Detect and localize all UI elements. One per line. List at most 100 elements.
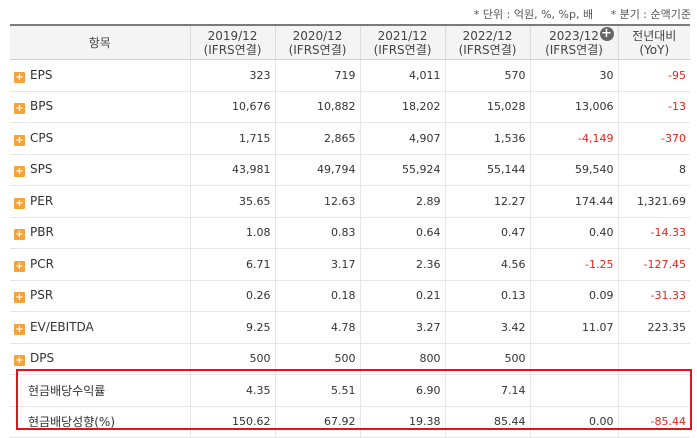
row-label-text: EV/EBITDA (30, 319, 94, 334)
table-cell: 223.35 (617, 311, 690, 344)
row-label[interactable]: + DPS (10, 343, 190, 375)
table-row: + PER 35.65 12.63 2.89 12.27 174.44 1,321.69 (10, 185, 690, 218)
row-label-text: DPS (30, 351, 55, 366)
row-label[interactable]: + PBR (10, 217, 190, 249)
table-cell: 500 (189, 343, 275, 375)
row-label-text: 현금배당성향(%) (28, 415, 116, 430)
table-cell: 49,794 (274, 154, 360, 186)
header-col-yoy: 전년대비 (YoY) (617, 25, 690, 60)
table-cell: 1,536 (444, 122, 530, 155)
table-cell: 0.26 (189, 280, 275, 312)
expand-plus-icon[interactable]: + (14, 229, 25, 241)
expand-plus-icon[interactable]: + (14, 292, 25, 304)
table-cell: 500 (274, 343, 360, 375)
table-cell: 2.89 (359, 185, 445, 218)
unit-note-unit: * 단위 : 억원, %, %p, 배 (473, 8, 594, 21)
row-label[interactable]: + EPS (10, 59, 190, 92)
table-cell: 5.51 (274, 374, 360, 407)
table-cell: 67.92 (274, 406, 360, 438)
table-cell: 12.27 (444, 185, 530, 218)
table-cell: 0.18 (274, 280, 360, 312)
table-cell: 174.44 (529, 185, 618, 218)
table-cell: 4.56 (444, 248, 530, 281)
table-cell: 43,981 (189, 154, 275, 186)
table-cell: 30 (529, 59, 618, 92)
expand-plus-icon[interactable]: + (14, 134, 25, 146)
table-cell: 800 (359, 343, 445, 375)
table-cell: 8 (617, 154, 690, 186)
table-cell: 15,028 (444, 91, 530, 123)
table-cell: 6.90 (359, 374, 445, 407)
table-row: + SPS 43,981 49,794 55,924 55,144 59,540 8 (10, 154, 690, 186)
table-cell: -127.45 (617, 248, 690, 281)
table-cell: 0.21 (359, 280, 445, 312)
table-cell: 0.83 (274, 217, 360, 249)
row-label[interactable]: + BPS (10, 91, 190, 123)
row-label-text: PER (30, 193, 54, 208)
row-label-text: PCR (30, 256, 54, 271)
table-cell: -1.25 (529, 248, 618, 281)
expand-plus-icon[interactable]: + (14, 103, 25, 115)
table-cell: 9.25 (189, 311, 275, 344)
table-cell: 11.07 (529, 311, 618, 344)
table-cell: 7.14 (444, 374, 530, 407)
table-cell: 150.62 (189, 406, 275, 438)
row-label[interactable]: + CPS (10, 122, 190, 155)
table-cell: 2.36 (359, 248, 445, 281)
unit-note: * 단위 : 억원, %, %p, 배 * 분기 : 순액기준 (460, 6, 691, 22)
table-cell: -13 (617, 91, 690, 123)
header-col-2020: 2020/12 (IFRS연결) (274, 25, 360, 60)
row-label[interactable]: + PCR (10, 248, 190, 281)
table-row: + EV/EBITDA 9.25 4.78 3.27 3.42 11.07 223.35 (10, 311, 690, 344)
financial-ratio-table: 항목 2019/12 (IFRS연결) 2020/12 (IFRS연결) 2021/… (10, 24, 690, 438)
table-cell: 4.78 (274, 311, 360, 344)
table-cell: 6.71 (189, 248, 275, 281)
expand-plus-icon[interactable]: + (14, 71, 25, 83)
expand-plus-icon[interactable]: + (14, 166, 25, 178)
row-label[interactable]: + PSR (10, 280, 190, 312)
table-cell: -14.33 (617, 217, 690, 249)
table-cell: 0.09 (529, 280, 618, 312)
row-label-text: 현금배당수익률 (28, 383, 106, 398)
expand-plus-icon[interactable]: + (14, 197, 25, 209)
table-row: + DPS 500 500 800 500 (10, 343, 690, 375)
header-item: 항목 (10, 25, 190, 60)
table-cell: -85.44 (617, 406, 690, 438)
table-cell (529, 343, 618, 375)
table-cell: 4,907 (359, 122, 445, 155)
table-cell: 4,011 (359, 59, 445, 92)
table-cell (617, 343, 690, 375)
unit-note-period: * 분기 : 순액기준 (610, 8, 691, 21)
table-cell: 719 (274, 59, 360, 92)
table-cell: 323 (189, 59, 275, 92)
table-cell: 18,202 (359, 91, 445, 123)
add-column-icon[interactable]: + (599, 25, 614, 41)
row-label: 현금배당수익률 (10, 374, 190, 407)
table-cell (617, 374, 690, 407)
table-cell: 55,924 (359, 154, 445, 186)
table-cell (529, 374, 618, 407)
table-cell: 10,676 (189, 91, 275, 123)
table-cell: 0.64 (359, 217, 445, 249)
table-cell: 35.65 (189, 185, 275, 218)
table-cell: 0.47 (444, 217, 530, 249)
table-cell: 10,882 (274, 91, 360, 123)
row-label[interactable]: + SPS (10, 154, 190, 186)
table-row: + BPS 10,676 10,882 18,202 15,028 13,006 -13 (10, 91, 690, 123)
table-cell: 1,321.69 (617, 185, 690, 218)
row-label[interactable]: + PER (10, 185, 190, 218)
row-label: 현금배당성향(%) (10, 406, 190, 438)
row-label[interactable]: + EV/EBITDA (10, 311, 190, 344)
table-row: 현금배당성향(%) 150.62 67.92 19.38 85.44 0.00 -85.44 (10, 406, 690, 438)
table-cell: 4.35 (189, 374, 275, 407)
header-col-2022: 2022/12 (IFRS연결) (444, 25, 530, 60)
table-cell: 0.40 (529, 217, 618, 249)
expand-plus-icon[interactable]: + (14, 260, 25, 272)
table-cell: -95 (617, 59, 690, 92)
table-row: + PSR 0.26 0.18 0.21 0.13 0.09 -31.33 (10, 280, 690, 312)
table-cell: 0.00 (529, 406, 618, 438)
expand-plus-icon[interactable]: + (14, 323, 25, 335)
table-row: + PBR 1.08 0.83 0.64 0.47 0.40 -14.33 (10, 217, 690, 249)
table-cell: 570 (444, 59, 530, 92)
expand-plus-icon[interactable]: + (14, 355, 25, 367)
